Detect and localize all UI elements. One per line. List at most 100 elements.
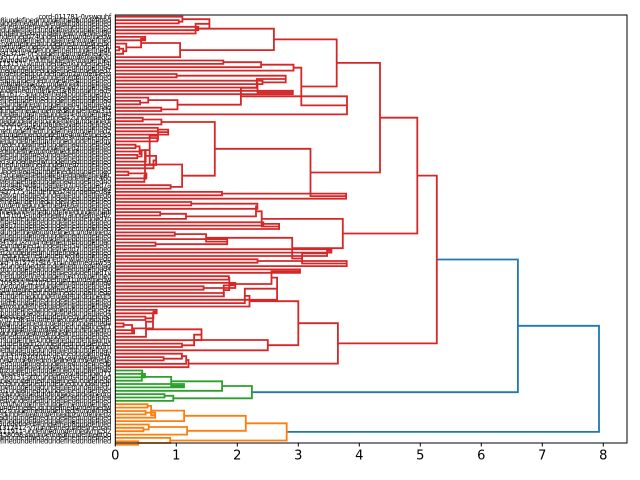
dendrogram-link bbox=[115, 241, 157, 247]
dendrogram-link bbox=[115, 383, 185, 389]
leaf-label: cord-0171811214-pundefined3uhundefinedun… bbox=[0, 400, 111, 408]
leaf-label: cord-217152148-hundefinediuqundefinedund… bbox=[0, 414, 111, 422]
leaf-label: cord-2101412015-fundefinedundefinedundef… bbox=[0, 161, 111, 169]
dendrogram-links bbox=[115, 15, 600, 446]
leaf-label: cord-17315131712-kundefinedundefinedgund… bbox=[0, 131, 111, 139]
leaf-label: cord-6191313014-undefinedundefinedeuqund… bbox=[0, 404, 112, 412]
dendrogram-link bbox=[145, 163, 183, 188]
dendrogram-link bbox=[115, 106, 163, 112]
leaf-label: cord-8161318123-kundefinedundefinedundef… bbox=[0, 175, 111, 183]
dendrogram-link bbox=[115, 155, 157, 166]
dendrogram-link bbox=[256, 210, 280, 228]
x-axis-tick-label: 5 bbox=[416, 449, 424, 464]
dendrogram-link bbox=[115, 258, 259, 264]
leaf-label: cord-1451171918-undefined2undefinedxfund… bbox=[0, 262, 111, 270]
dendrogram-link bbox=[115, 275, 230, 281]
dendrogram-link bbox=[115, 42, 128, 53]
leaf-label: cord-1811195116-tundefinedrundefinedunde… bbox=[0, 283, 111, 291]
dendrogram-link bbox=[115, 359, 190, 369]
leaf-label: cord-18659317-5cfundefinedundefinedundef… bbox=[0, 272, 111, 280]
leaf-label: cord-13419037-undefinedundefinedq5undefi… bbox=[0, 266, 111, 274]
dendrogram-link bbox=[301, 252, 347, 265]
dendrogram-link bbox=[115, 295, 251, 308]
leaf-label: cord-0361755-undefinedundefined6iundefin… bbox=[0, 229, 112, 237]
dendrogram-link bbox=[115, 268, 301, 274]
leaf-label: cord-011781-0vswquhf bbox=[38, 13, 111, 21]
dendrogram-link bbox=[273, 38, 338, 88]
dendrogram-link bbox=[115, 61, 262, 69]
leaf-label: cord-1561012418-undefinedtundefinedundef… bbox=[0, 326, 112, 334]
dendrogram-link bbox=[115, 238, 229, 246]
leaf-label: cord-17618811-xklundefinedundefinedundef… bbox=[0, 377, 111, 385]
leaf-label: cord-2155171816-undefinedundefinedvundef… bbox=[0, 397, 111, 405]
leaf-label: cord-62351717-vyundefineddundefinedkyu bbox=[0, 53, 111, 61]
leaf-label: cord-11180111911-undefinedundefinedvmc5l… bbox=[0, 427, 111, 435]
leaf-label: cord-018131193-undefinedundefinedundefin… bbox=[0, 154, 111, 162]
leaf-label: cord-5139131515-qundefined9undefinedunde… bbox=[0, 336, 111, 344]
leaf-label: cord-111312412-y7lundefinedundefinedran bbox=[0, 424, 111, 432]
leaf-label: cord-131179412-mhundefinedundefinedundef… bbox=[0, 252, 111, 260]
dendrogram-link bbox=[115, 260, 348, 267]
leaf-label: cord-5160526-undefinedmdundefinedundefin… bbox=[0, 94, 111, 102]
leaf-label: cord-1022101212-60undefinedvundefinedund… bbox=[0, 417, 111, 425]
leaf-label: cord-21313185-undefinedlundefined5undefi… bbox=[0, 360, 111, 368]
leaf-label: cord-14614141017-rundefined9eundefinedru… bbox=[0, 47, 111, 55]
leaf-label: cord-1612425-undefinedlundefinedundefine… bbox=[0, 296, 111, 304]
leaf-label: cord-161651649-undefinedyundefinedundefi… bbox=[0, 357, 112, 365]
dendrogram-link bbox=[182, 18, 211, 30]
leaf-label: cord-16171011162-undefinedundefinedundef… bbox=[0, 286, 111, 294]
dendrogram-link bbox=[115, 403, 149, 409]
leaf-label: cord-15236911-98iundefinedmundefined6und… bbox=[0, 16, 111, 24]
dendrogram-link bbox=[115, 322, 125, 328]
dendrogram-link bbox=[115, 248, 333, 254]
dendrogram-link bbox=[115, 170, 130, 176]
leaf-label: cord-513414117-undefinedundefined6undefi… bbox=[0, 235, 111, 243]
leaf-label: cord-410116167-qm9undefinedeundefinedund… bbox=[0, 111, 111, 119]
leaf-label: cord-1018114142-undefinedundefinedundefi… bbox=[0, 26, 111, 34]
leaf-label: cord-111895514-undefined6undefined42unde… bbox=[0, 114, 111, 122]
leaf-label: cord-121710144-l5rundefinedundefinedunde… bbox=[0, 171, 112, 179]
leaf-label: cord-611151571-vutundefinedxundefined4l bbox=[0, 60, 111, 68]
dendrogram-link bbox=[115, 352, 183, 360]
dendrogram-link bbox=[145, 310, 157, 320]
dendrogram-link bbox=[115, 192, 347, 200]
leaf-label: cord-181911217-undefinedrundefinedundefi… bbox=[0, 306, 111, 314]
leaf-label: cord-641111618-undefinedundefinedundefin… bbox=[0, 390, 111, 398]
leaf-label: cord-100471512-undefinedufundefinedtq8un… bbox=[0, 20, 111, 28]
dendrogram-link bbox=[115, 63, 295, 72]
x-axis: 0 1 2 3 4 5 6 7 8 bbox=[111, 443, 607, 464]
leaf-label: cord-411161765-zundefinedvxundefinediund… bbox=[0, 303, 111, 311]
dendrogram-link bbox=[157, 131, 169, 141]
leaf-label: cord-136193313-9undefined8undefined7unde… bbox=[0, 181, 111, 189]
dendrogram-link bbox=[115, 221, 265, 227]
dendrogram-link bbox=[115, 36, 147, 42]
leaf-label: cord-151611292-ryundefinednundefinedunde… bbox=[0, 40, 111, 48]
leaf-label: cord-2151151011-undefinedq7aundefinedfj2 bbox=[0, 212, 111, 220]
dendrogram-link bbox=[115, 116, 144, 123]
dendrogram-link bbox=[115, 150, 143, 158]
x-axis-tick-label: 3 bbox=[294, 449, 302, 464]
leaf-label: cord-1911891319-5undefinedf4undefined8qu… bbox=[0, 421, 111, 429]
leaf-label: cord-1601412016-undefinedwundefinedundef… bbox=[0, 219, 111, 227]
dendrogram-link bbox=[115, 309, 158, 315]
leaf-label: cord-0702198-n4undefinedundefinedap8i bbox=[0, 316, 111, 324]
leaf-label: cord-1079101010-vb1zaundefined7h bbox=[0, 353, 111, 361]
leaf-labels: cord-011781-0vswquhfcord-15236911-98iund… bbox=[0, 13, 112, 446]
dendrogram-link bbox=[115, 191, 223, 197]
leaf-label: cord-458098-swundefinedhundefinedt0q bbox=[0, 431, 111, 439]
dendrogram-link bbox=[115, 149, 147, 163]
dendrogram-link bbox=[126, 37, 146, 49]
dendrogram-link bbox=[286, 324, 600, 433]
leaf-label: cord-18183748-undefined5pundefinedva6und… bbox=[0, 121, 111, 129]
dendrogram-link bbox=[115, 73, 178, 79]
dendrogram-link bbox=[115, 59, 225, 65]
leaf-label: cord-341217179-nyundefinedt6undefinedund… bbox=[0, 299, 111, 307]
dendrogram-link bbox=[115, 315, 147, 321]
leaf-label: cord-181991506-sundefinedundefinedundefi… bbox=[0, 101, 111, 109]
leaf-label: cord-116168814-undefinedpzundefinedundef… bbox=[0, 367, 111, 375]
dendrogram-link bbox=[147, 405, 156, 417]
dendrogram-link bbox=[115, 19, 180, 25]
leaf-label: cord-19918191413-geundefinedundefinedund… bbox=[0, 384, 111, 392]
